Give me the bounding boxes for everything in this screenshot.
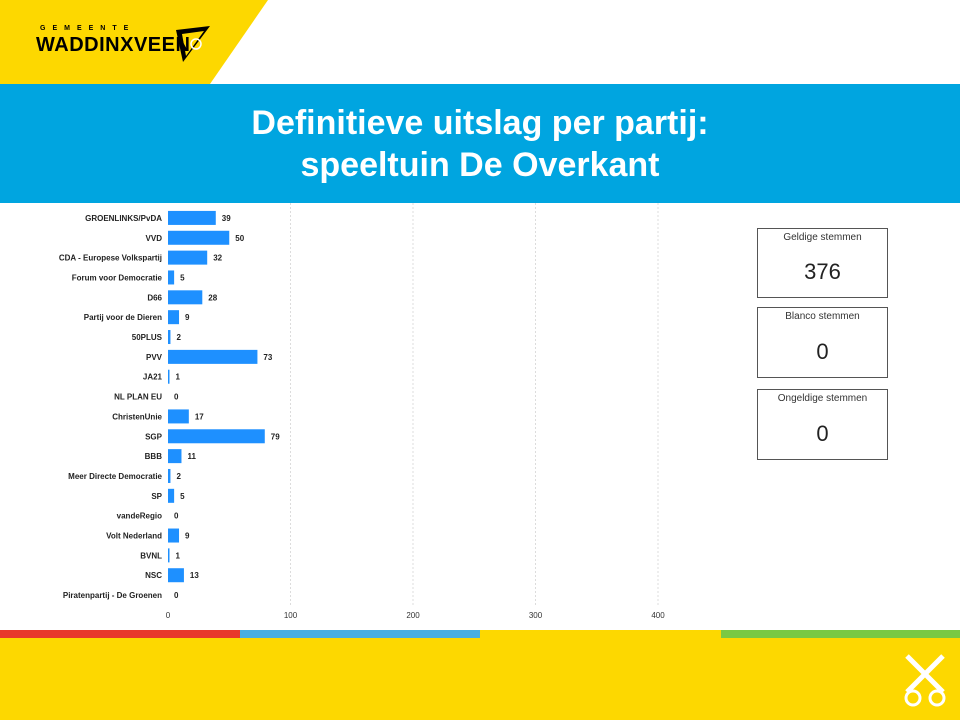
category-label: NL PLAN EU bbox=[114, 393, 162, 402]
category-label: Forum voor Democratie bbox=[72, 273, 163, 282]
category-label: ChristenUnie bbox=[112, 412, 162, 421]
category-label: Piratenpartij - De Groenen bbox=[63, 591, 162, 600]
stat-value-blank: 0 bbox=[816, 339, 829, 364]
title-banner: Definitieve uitslag per partij: speeltui… bbox=[0, 84, 960, 203]
data-label: 1 bbox=[176, 373, 181, 382]
category-label: Partij voor de Dieren bbox=[84, 313, 162, 322]
bar bbox=[168, 468, 171, 483]
x-tick-label: 400 bbox=[651, 611, 665, 620]
data-label: 13 bbox=[190, 571, 199, 580]
footer-background bbox=[0, 638, 960, 720]
stripe-blue bbox=[240, 630, 480, 638]
stat-value-invalid: 0 bbox=[816, 421, 829, 446]
bar bbox=[168, 449, 182, 464]
bar bbox=[168, 409, 189, 424]
bar bbox=[168, 369, 170, 384]
stat-label-invalid: Ongeldige stemmen bbox=[777, 393, 868, 404]
logo-flag-inner-icon bbox=[182, 31, 204, 56]
bar-chart: 0100200300400500600GROENLINKS/PvDA39VVD5… bbox=[59, 203, 665, 620]
bar bbox=[168, 548, 170, 563]
stat-box-valid: Geldige stemmen 376 bbox=[757, 228, 888, 298]
stripe-red bbox=[0, 630, 240, 638]
x-tick-label: 100 bbox=[284, 611, 298, 620]
bar bbox=[168, 210, 216, 225]
stat-box-invalid: Ongeldige stemmen 0 bbox=[757, 389, 888, 460]
bar bbox=[168, 568, 184, 583]
category-label: GROENLINKS/PvDA bbox=[85, 214, 162, 223]
bar bbox=[168, 488, 175, 503]
stripe-yellow bbox=[480, 630, 721, 638]
bar bbox=[168, 230, 230, 245]
category-label: SP bbox=[151, 492, 162, 501]
data-label: 9 bbox=[185, 532, 190, 541]
data-label: 17 bbox=[195, 412, 204, 421]
category-label: BVNL bbox=[140, 551, 162, 560]
keys-emblem-icon bbox=[904, 654, 946, 707]
bar bbox=[168, 349, 258, 364]
category-label: PVV bbox=[146, 353, 163, 362]
data-label: 0 bbox=[174, 512, 179, 521]
bar bbox=[168, 250, 208, 265]
bar bbox=[168, 270, 175, 285]
data-label: 0 bbox=[174, 591, 179, 600]
data-label: 73 bbox=[263, 353, 272, 362]
category-label: Volt Nederland bbox=[106, 532, 162, 541]
bar bbox=[168, 290, 203, 305]
category-label: 50PLUS bbox=[132, 333, 163, 342]
page-title-line2: speeltuin De Overkant bbox=[300, 145, 660, 184]
stat-value-valid: 376 bbox=[804, 259, 841, 284]
data-label: 9 bbox=[185, 313, 190, 322]
category-label: vandeRegio bbox=[117, 512, 162, 521]
header-decoration bbox=[176, 0, 960, 84]
category-label: D66 bbox=[147, 293, 162, 302]
stat-label-valid: Geldige stemmen bbox=[783, 232, 862, 243]
data-label: 11 bbox=[187, 452, 196, 461]
category-label: BBB bbox=[145, 452, 163, 461]
data-label: 2 bbox=[176, 472, 181, 481]
category-label: SGP bbox=[145, 432, 163, 441]
header-white-shape bbox=[210, 0, 960, 84]
stat-label-blank: Blanco stemmen bbox=[785, 311, 860, 322]
data-label: 28 bbox=[208, 293, 217, 302]
bar bbox=[168, 310, 180, 325]
x-tick-label: 300 bbox=[529, 611, 543, 620]
bar bbox=[168, 528, 180, 543]
bar bbox=[168, 330, 171, 345]
x-tick-label: 0 bbox=[166, 611, 171, 620]
category-label: CDA - Europese Volkspartij bbox=[59, 254, 162, 263]
stripe-green bbox=[721, 630, 960, 638]
category-label: NSC bbox=[145, 571, 162, 580]
stat-box-blank: Blanco stemmen 0 bbox=[757, 307, 888, 378]
logo-name: WADDINXVEEN bbox=[36, 34, 191, 56]
data-label: 5 bbox=[180, 273, 185, 282]
logo-top-text: GEMEENTE bbox=[40, 25, 136, 32]
data-label: 1 bbox=[176, 551, 181, 560]
data-label: 39 bbox=[222, 214, 231, 223]
category-label: JA21 bbox=[143, 373, 163, 382]
category-label: VVD bbox=[146, 234, 163, 243]
bar bbox=[168, 429, 265, 444]
data-label: 79 bbox=[271, 432, 280, 441]
logo-keys-icon bbox=[190, 38, 202, 50]
data-label: 2 bbox=[176, 333, 181, 342]
data-label: 50 bbox=[235, 234, 244, 243]
page-title-line1: Definitieve uitslag per partij: bbox=[251, 103, 709, 142]
data-label: 5 bbox=[180, 492, 185, 501]
data-label: 32 bbox=[213, 254, 222, 263]
category-label: Meer Directe Democratie bbox=[68, 472, 162, 481]
x-tick-label: 200 bbox=[406, 611, 420, 620]
data-label: 0 bbox=[174, 393, 179, 402]
